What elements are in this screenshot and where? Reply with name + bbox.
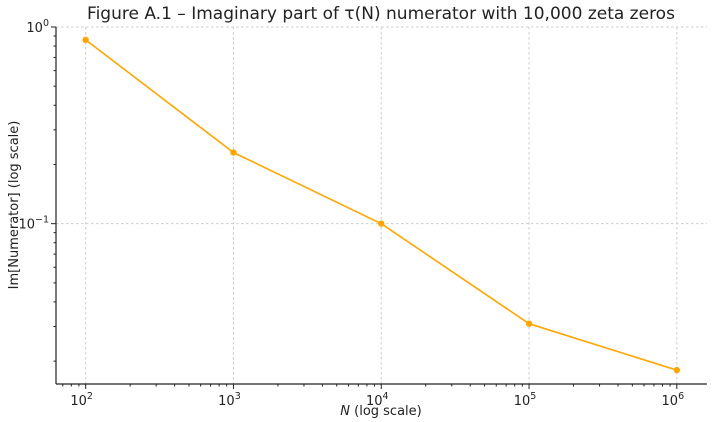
x-tick-label: 104 bbox=[366, 391, 389, 409]
chart-title: Figure A.1 – Imaginary part of τ(N) nume… bbox=[87, 4, 675, 24]
y-tick-label: 10−1 bbox=[18, 215, 49, 233]
data-point bbox=[525, 320, 533, 327]
data-point bbox=[230, 149, 237, 156]
data-point bbox=[378, 220, 385, 227]
axes-spines bbox=[55, 27, 707, 385]
data-point bbox=[82, 36, 89, 44]
x-tick-label: 106 bbox=[662, 391, 685, 409]
tick-labels: 102 103 104 105 106 100 10−1 bbox=[18, 18, 684, 409]
axis-ticks bbox=[51, 26, 678, 389]
x-tick-label: 102 bbox=[70, 391, 93, 409]
data-point bbox=[673, 366, 681, 374]
grid bbox=[56, 26, 707, 384]
x-axis-label: N (log scale) bbox=[340, 404, 421, 419]
y-tick-label: 100 bbox=[26, 18, 49, 36]
x-tick-label: 103 bbox=[218, 391, 241, 409]
x-tick-label: 105 bbox=[514, 391, 537, 409]
x-axis-label-text: (log scale) bbox=[350, 404, 422, 419]
y-axis-label: Im[Numerator] (log scale) bbox=[7, 121, 22, 290]
series bbox=[82, 36, 681, 374]
x-axis-label-variable: N bbox=[340, 404, 350, 419]
